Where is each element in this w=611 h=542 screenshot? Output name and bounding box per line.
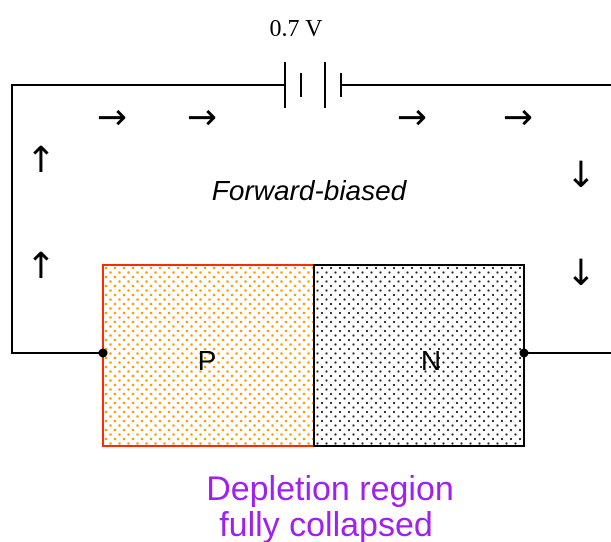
left-wire <box>11 84 285 354</box>
arrow-right-icon: → <box>187 97 217 138</box>
depletion-label-line1: Depletion region <box>206 470 454 508</box>
p-label: P <box>198 345 217 376</box>
n-label: N <box>421 345 441 376</box>
right-terminal-dot <box>519 348 529 358</box>
arrow-right-icon: → <box>503 97 533 138</box>
arrow-up-icon: ↑ <box>26 246 56 287</box>
arrow-right-icon: → <box>97 97 127 138</box>
arrow-up-icon: ↑ <box>26 140 56 181</box>
arrow-right-icon: → <box>397 97 427 138</box>
circuit-wire <box>11 84 611 354</box>
p-region <box>102 264 315 447</box>
battery-symbol <box>284 62 342 108</box>
n-region <box>313 264 525 447</box>
bias-label: Forward-biased <box>212 175 408 206</box>
arrow-down-icon: ↓ <box>566 155 596 196</box>
battery-voltage-label: 0.7 V <box>270 16 324 42</box>
current-arrows: → → → → ↓ ↓ ↑ ↑ <box>26 97 596 294</box>
arrow-down-icon: ↓ <box>566 253 596 294</box>
left-terminal-dot <box>98 348 108 358</box>
depletion-label-line2: fully collapsed <box>219 506 433 542</box>
